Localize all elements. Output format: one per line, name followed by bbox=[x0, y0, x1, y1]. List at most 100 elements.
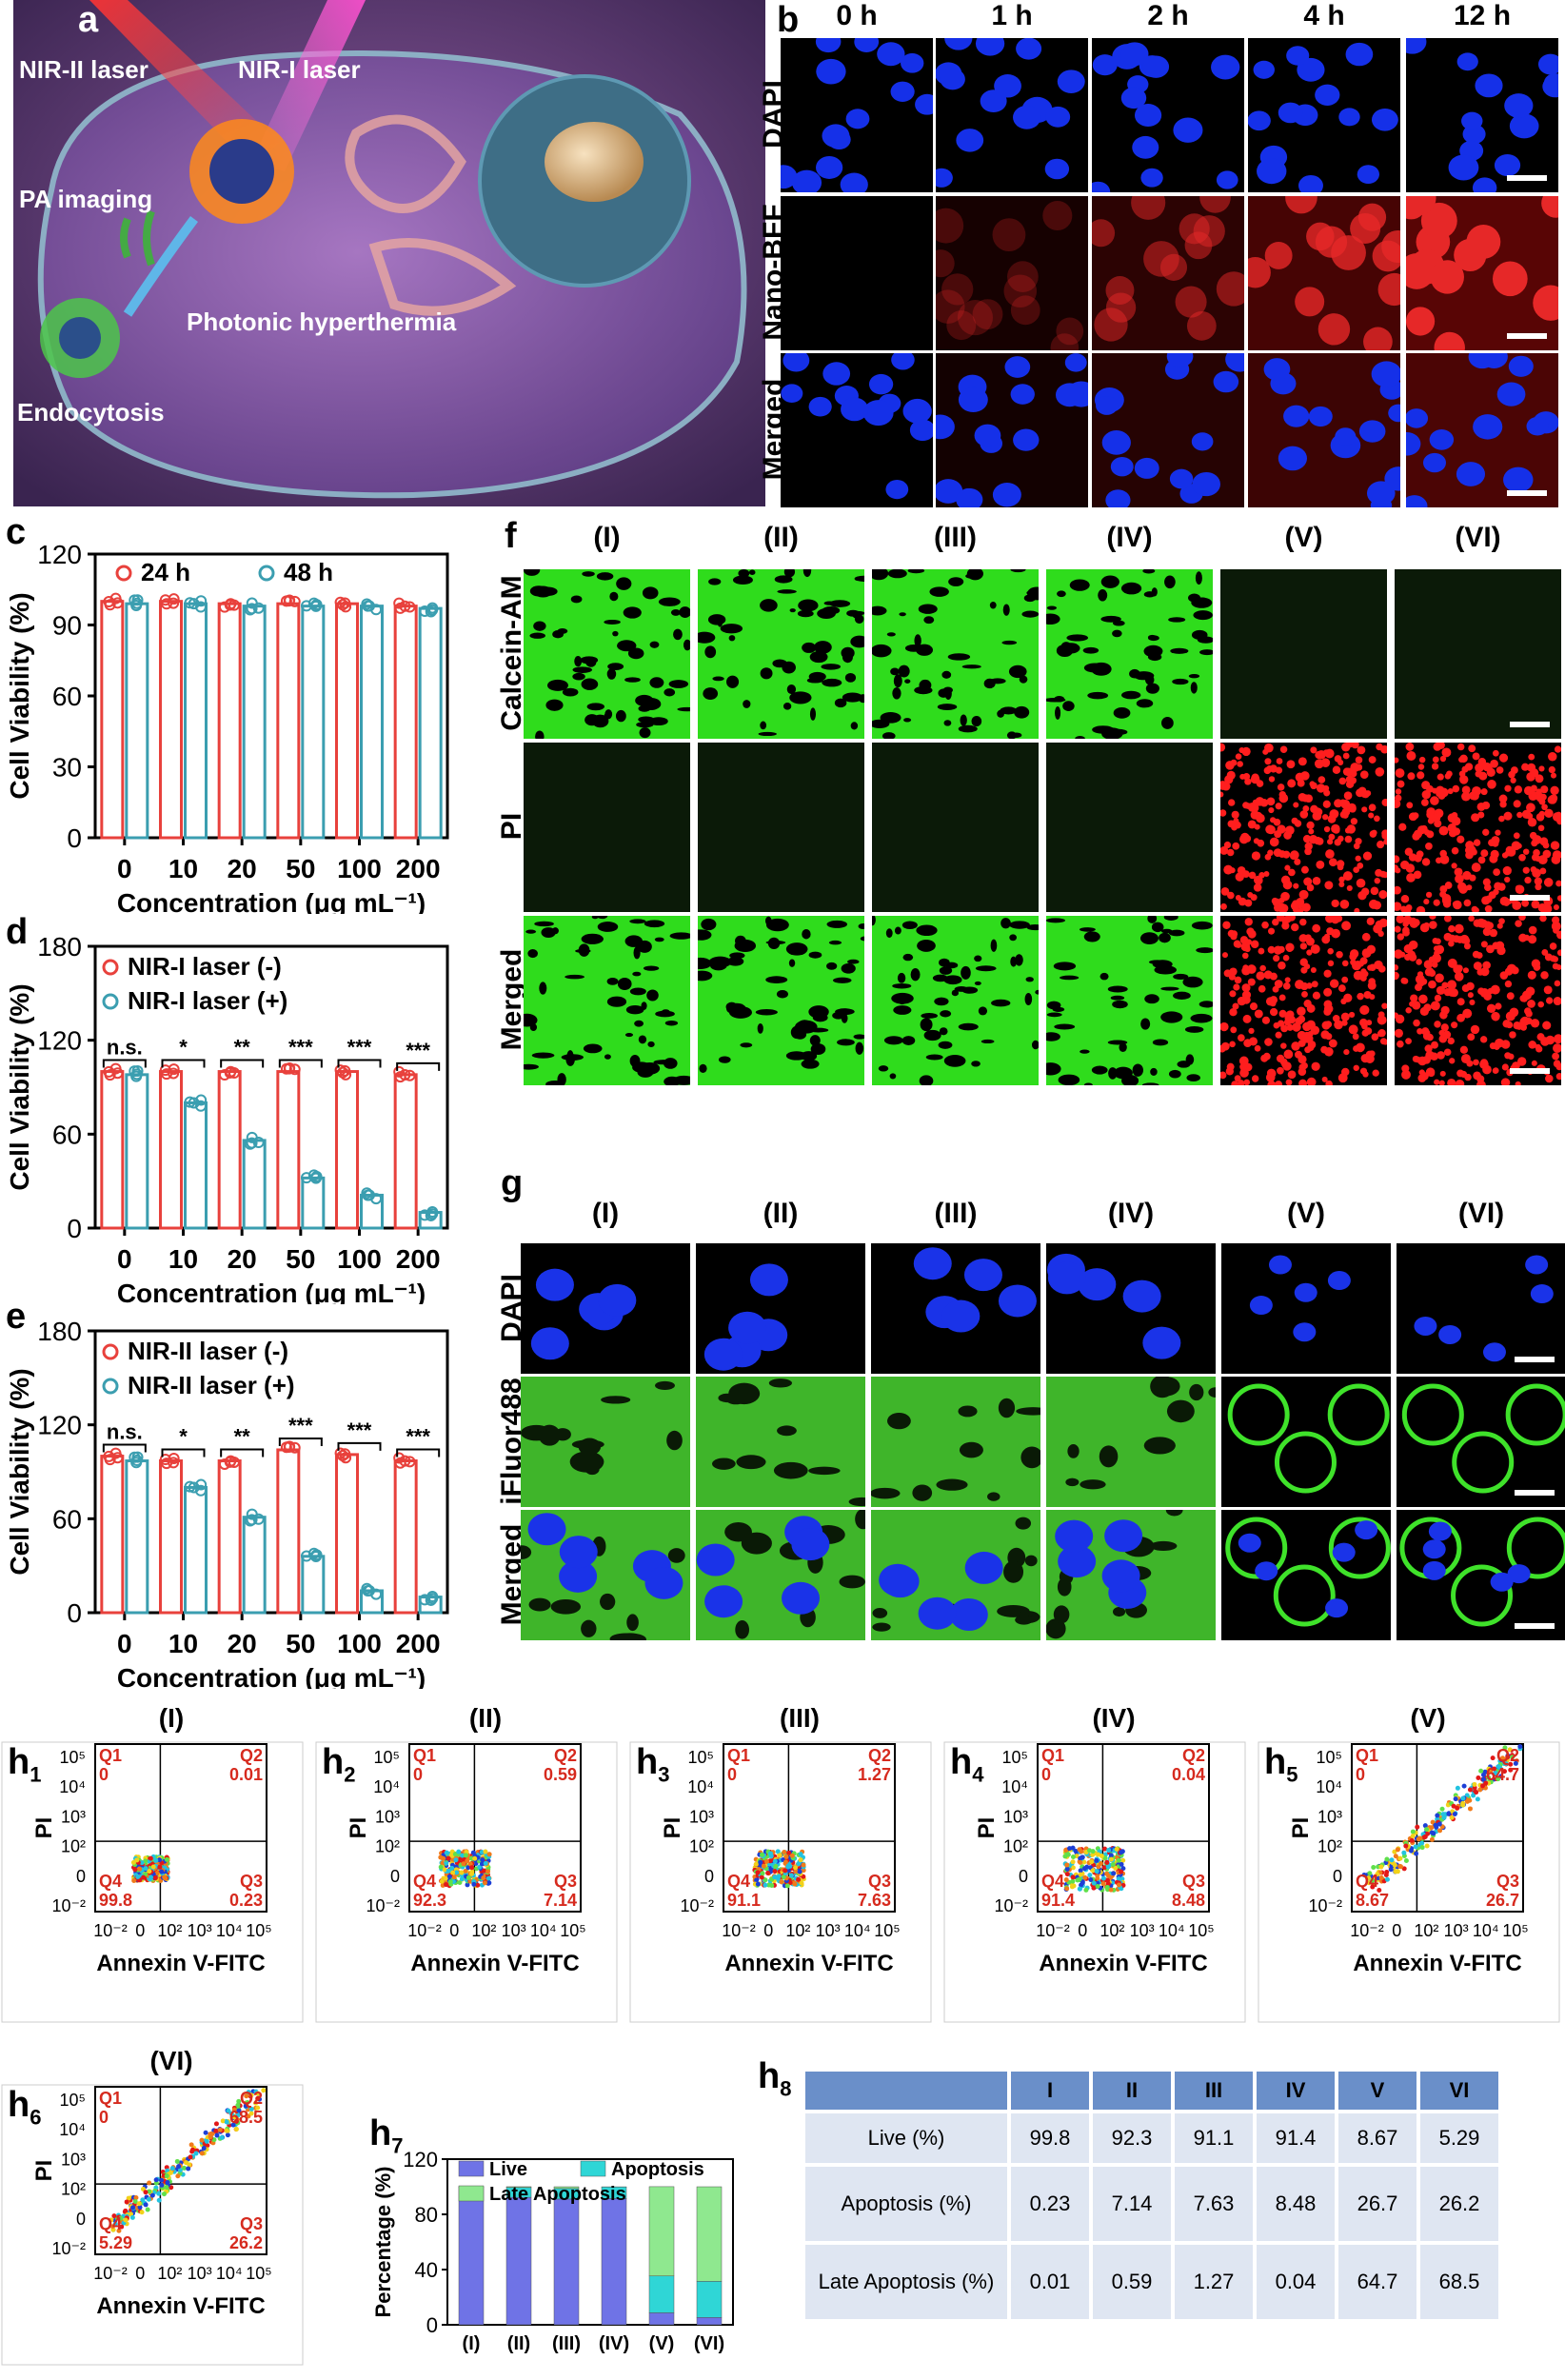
dead-cell bbox=[1433, 899, 1440, 906]
micrograph-tile bbox=[936, 196, 1088, 350]
micrograph bbox=[1092, 42, 1240, 192]
event-dot bbox=[797, 1869, 802, 1874]
panel-label-f: f bbox=[505, 516, 517, 556]
event-dot bbox=[1437, 1828, 1443, 1834]
event-dot bbox=[459, 1870, 465, 1875]
x-tick-label: 0 bbox=[117, 854, 132, 883]
gap bbox=[565, 974, 584, 980]
panel-label-h8-sub: 8 bbox=[780, 2076, 792, 2101]
panel-label-h-sub: 6 bbox=[30, 2105, 42, 2130]
gap bbox=[600, 1593, 616, 1611]
cell-signal bbox=[1466, 225, 1501, 259]
gap bbox=[1164, 575, 1176, 589]
data-point bbox=[340, 601, 352, 613]
table-row-label: Apoptosis (%) bbox=[805, 2167, 1007, 2241]
nucleus bbox=[1078, 1268, 1117, 1301]
micrograph bbox=[781, 38, 933, 192]
gap bbox=[525, 929, 537, 934]
x-tick-label: 10⁵ bbox=[246, 2264, 271, 2283]
x-tick-label: 0 bbox=[449, 1921, 459, 1940]
event-dot bbox=[1104, 1871, 1110, 1876]
dead-cell bbox=[1325, 1033, 1333, 1041]
dead-cell bbox=[1451, 846, 1459, 855]
nucleus bbox=[816, 58, 846, 85]
gap bbox=[917, 939, 936, 952]
dead-cell bbox=[1553, 903, 1559, 911]
gap bbox=[1075, 736, 1085, 739]
dead-cell bbox=[1328, 833, 1336, 841]
gap bbox=[1015, 1517, 1032, 1530]
dead-cell bbox=[1273, 1021, 1280, 1029]
event-dot bbox=[459, 1876, 465, 1882]
cell-signal bbox=[1363, 327, 1393, 350]
micrograph-tile bbox=[1406, 353, 1558, 507]
x-tick-label: 200 bbox=[396, 1629, 441, 1658]
quadrant-name: Q1 bbox=[99, 1746, 122, 1765]
gap bbox=[810, 1043, 826, 1056]
chart-e: 0601201800n.s.10*20**50***100***200***Co… bbox=[5, 1317, 449, 1689]
gap bbox=[939, 1027, 948, 1036]
stacked-bar-segment bbox=[458, 2187, 485, 2326]
gap bbox=[591, 714, 609, 728]
gap bbox=[853, 1034, 864, 1040]
cytoskeleton-tile bbox=[696, 1377, 865, 1507]
dead-cell bbox=[1312, 923, 1321, 933]
micrograph bbox=[913, 1247, 1037, 1333]
gap bbox=[1149, 1540, 1178, 1551]
bar bbox=[276, 1070, 301, 1230]
dead-cell bbox=[1261, 1016, 1271, 1024]
event-dot bbox=[785, 1864, 791, 1870]
gap bbox=[764, 916, 772, 925]
table-cell: 8.67 bbox=[1338, 2113, 1416, 2163]
event-dot bbox=[1113, 1865, 1119, 1871]
dead-cell bbox=[1524, 876, 1532, 884]
event-dot bbox=[754, 1877, 760, 1883]
x-tick-label: 10⁴ bbox=[1473, 1921, 1499, 1940]
dead-cell bbox=[1256, 971, 1265, 981]
stacked-bar-segment bbox=[696, 2281, 723, 2318]
x-tick-label: 0 bbox=[117, 1629, 132, 1658]
event-dot bbox=[186, 2166, 191, 2172]
dead-cell bbox=[1535, 883, 1542, 891]
dead-cell bbox=[1381, 1002, 1387, 1009]
micrograph bbox=[1248, 196, 1400, 350]
dead-cell bbox=[1267, 849, 1274, 857]
data-point bbox=[244, 1515, 256, 1527]
x-axis-title: Concentration (μg mL⁻¹) bbox=[117, 1663, 426, 1689]
micrograph bbox=[936, 196, 1088, 350]
live-dead-tile bbox=[872, 569, 1039, 739]
event-dot bbox=[792, 1881, 798, 1887]
quadrant-value: 1.27 bbox=[858, 1765, 891, 1784]
dead-cell bbox=[1320, 758, 1331, 767]
flow-title: (II) bbox=[469, 1703, 502, 1733]
dead-cell bbox=[1470, 791, 1479, 801]
gap bbox=[989, 601, 997, 609]
gap bbox=[638, 1035, 647, 1044]
dead-cell bbox=[1523, 934, 1531, 942]
gap bbox=[942, 686, 954, 694]
nucleus bbox=[1530, 1284, 1554, 1304]
x-tick-label: 20 bbox=[228, 1629, 257, 1658]
gap bbox=[910, 968, 921, 982]
y-tick-label: 10² bbox=[689, 1837, 714, 1856]
dead-cell bbox=[1359, 957, 1368, 965]
dead-cell bbox=[1279, 745, 1288, 754]
nucleus bbox=[1045, 106, 1071, 128]
event-dot bbox=[483, 1860, 488, 1866]
event-dot bbox=[479, 1850, 485, 1855]
y-axis-title: PI bbox=[974, 1817, 1000, 1839]
event-dot bbox=[1366, 1875, 1372, 1881]
dead-cell bbox=[1543, 903, 1553, 912]
schematic-illustration bbox=[13, 0, 765, 506]
dead-cell bbox=[1232, 842, 1240, 850]
dead-cell bbox=[1396, 916, 1405, 923]
micrograph-tile bbox=[1248, 196, 1400, 350]
micrograph bbox=[524, 743, 690, 912]
y-axis-title: Cell Viability (%) bbox=[5, 1368, 34, 1575]
gap bbox=[872, 644, 892, 658]
dead-cell bbox=[1447, 1037, 1455, 1045]
dead-cell bbox=[1424, 1044, 1433, 1053]
gap bbox=[1186, 1074, 1200, 1081]
gap bbox=[1208, 1387, 1216, 1398]
